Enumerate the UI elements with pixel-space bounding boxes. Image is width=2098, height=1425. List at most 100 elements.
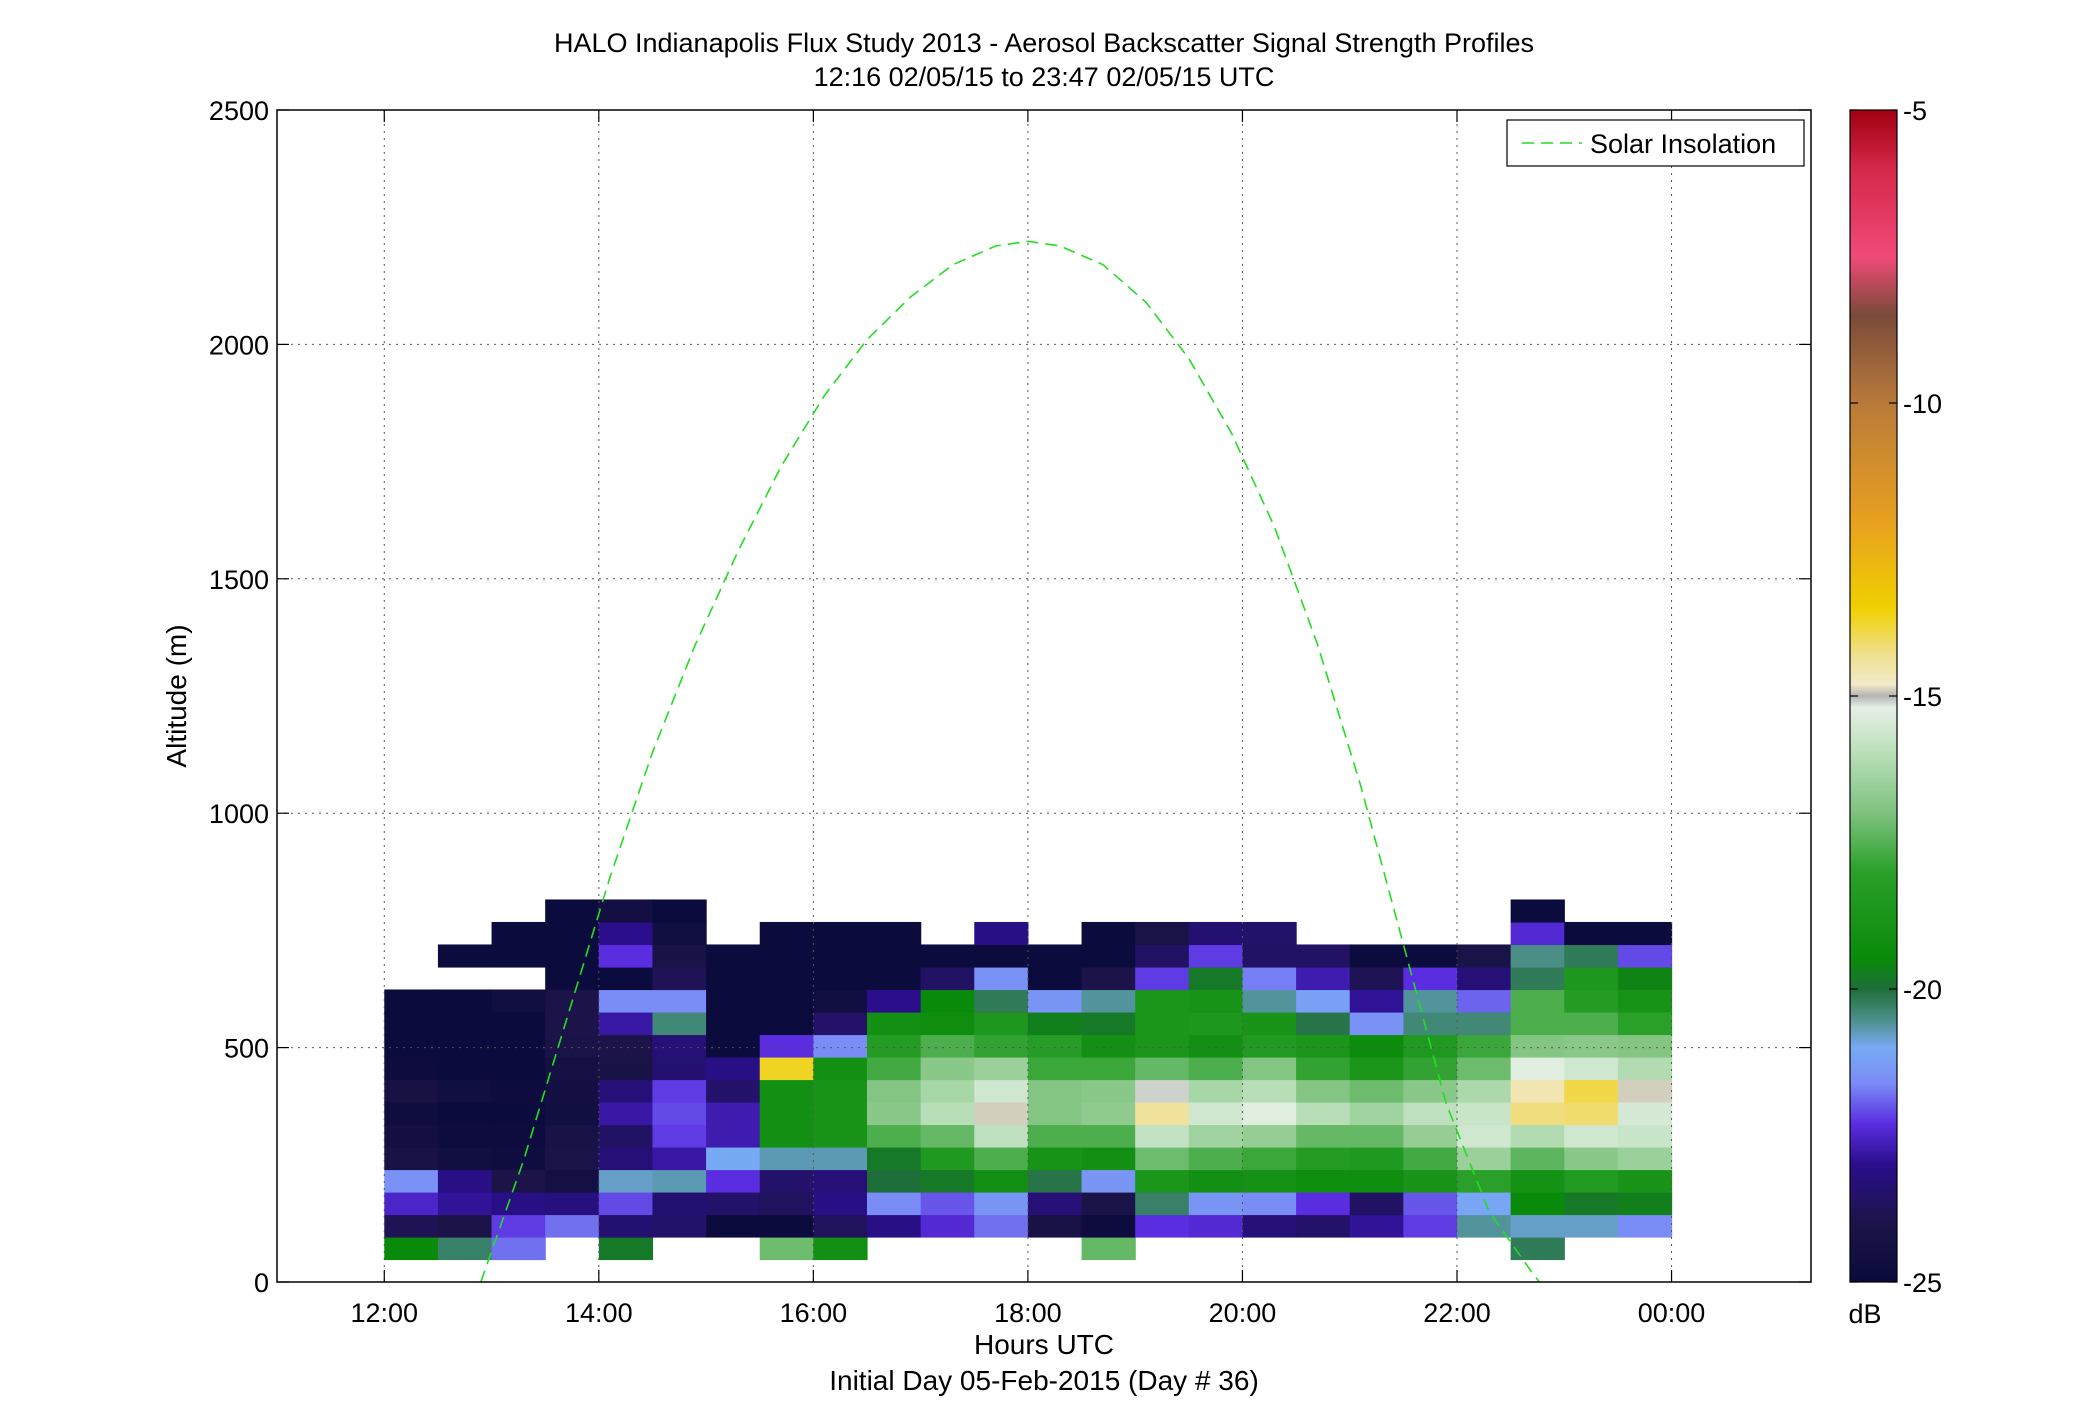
heatmap-cell: [384, 1079, 439, 1103]
heatmap-cell: [598, 1191, 654, 1216]
heatmap-cell: [545, 1214, 600, 1238]
heatmap-cell: [920, 1056, 975, 1081]
heatmap-cell: [1081, 944, 1136, 968]
heatmap-cell: [491, 1034, 546, 1058]
heatmap-cell: [813, 1214, 868, 1238]
heatmap-cell: [867, 921, 922, 946]
heatmap-cell: [1510, 1011, 1565, 1036]
heatmap-cell: [1403, 1169, 1458, 1193]
heatmap-cell: [813, 1011, 868, 1036]
heatmap-cell: [491, 1124, 546, 1148]
heatmap-cell: [1617, 1034, 1673, 1058]
heatmap-cell: [974, 1079, 1029, 1103]
heatmap-cell: [1457, 1011, 1512, 1036]
heatmap-cell: [1027, 1124, 1083, 1148]
heatmap-cell: [384, 1124, 439, 1148]
heatmap-cell: [813, 1079, 868, 1103]
heatmap-cell: [1296, 989, 1351, 1013]
heatmap-cell: [813, 1169, 868, 1193]
heatmap-cell: [598, 1079, 654, 1103]
heatmap-cell: [1081, 921, 1136, 946]
heatmap-cell: [384, 1191, 439, 1216]
heatmap-cell: [920, 1191, 975, 1216]
heatmap-cell: [1617, 989, 1673, 1013]
heatmap-cell: [1564, 1056, 1619, 1081]
heatmap-cell: [1081, 1101, 1136, 1126]
heatmap-cell: [1617, 944, 1673, 968]
colorbar-tick-label: -20: [1903, 975, 1942, 1005]
heatmap-cell: [920, 944, 975, 968]
y-tick-label: 500: [224, 1034, 269, 1064]
heatmap-cell: [813, 1146, 868, 1171]
legend-box: [1506, 119, 1805, 167]
heatmap-cell: [974, 1101, 1029, 1126]
heatmap-cell: [1296, 1169, 1351, 1193]
heatmap-cell: [1296, 1146, 1351, 1171]
heatmap-cell: [706, 1034, 761, 1058]
heatmap-cell: [974, 966, 1029, 991]
heatmap-cell: [1457, 1101, 1512, 1126]
heatmap-cell: [1188, 921, 1244, 946]
heatmap-cell: [1242, 1191, 1297, 1216]
heatmap-cell: [1564, 966, 1619, 991]
heatmap-cell: [1188, 966, 1244, 991]
chart-title: HALO Indianapolis Flux Study 2013 - Aero…: [554, 28, 1534, 58]
heatmap-cell: [974, 1214, 1029, 1238]
heatmap-cell: [1564, 921, 1619, 946]
heatmap-cell: [1188, 989, 1244, 1013]
heatmap-cell: [1403, 944, 1458, 968]
heatmap-cell: [1564, 1214, 1619, 1238]
heatmap-cell: [1296, 944, 1351, 968]
heatmap-cell: [1027, 1079, 1083, 1103]
heatmap-cell: [384, 1214, 439, 1238]
heatmap-cell: [867, 989, 922, 1013]
heatmap-cell: [1296, 1034, 1351, 1058]
heatmap-cell: [1457, 966, 1512, 991]
heatmap-cell: [1564, 1146, 1619, 1171]
heatmap-cell: [1188, 1101, 1244, 1126]
heatmap-cell: [1081, 1034, 1136, 1058]
heatmap-cell: [1403, 1079, 1458, 1103]
heatmap-cell: [491, 1146, 546, 1171]
x-tick-label: 00:00: [1638, 1298, 1706, 1328]
heatmap-cell: [598, 1237, 654, 1261]
heatmap-cell: [1081, 1011, 1136, 1036]
heatmap-cell: [1135, 1214, 1190, 1238]
heatmap-cell: [1510, 1146, 1565, 1171]
heatmap-cell: [1027, 1169, 1083, 1193]
heatmap-cell: [545, 1034, 600, 1058]
heatmap-cell: [1242, 944, 1297, 968]
heatmap-cell: [920, 1214, 975, 1238]
heatmap-cell: [1349, 989, 1404, 1013]
heatmap-cell: [437, 1079, 493, 1103]
heatmap-cell: [1296, 1124, 1351, 1148]
heatmap-cell: [598, 1034, 654, 1058]
heatmap-cell: [1617, 966, 1673, 991]
heatmap-cell: [813, 1101, 868, 1126]
heatmap-cell: [1510, 1214, 1565, 1238]
heatmap-cell: [1403, 1146, 1458, 1171]
heatmap-cell: [1027, 1101, 1083, 1126]
heatmap-cell: [813, 1034, 868, 1058]
heatmap-cell: [974, 1011, 1029, 1036]
heatmap-cell: [652, 1079, 707, 1103]
heatmap-cell: [652, 1056, 707, 1081]
heatmap-cell: [1510, 1191, 1565, 1216]
heatmap-cell: [1296, 1011, 1351, 1036]
heatmap-cell: [1135, 966, 1190, 991]
colorbar-tick-label: -25: [1903, 1268, 1942, 1298]
heatmap-cell: [437, 989, 493, 1013]
heatmap-cell: [1135, 1101, 1190, 1126]
heatmap-cell: [1457, 989, 1512, 1013]
heatmap-cell: [1188, 1011, 1244, 1036]
heatmap-cell: [598, 1146, 654, 1171]
heatmap-cell: [1617, 1101, 1673, 1126]
y-tick-label: 1500: [209, 565, 269, 595]
heatmap-cell: [1457, 1079, 1512, 1103]
heatmap-cell: [1403, 1011, 1458, 1036]
heatmap-cell: [491, 1011, 546, 1036]
heatmap-cell: [1081, 966, 1136, 991]
heatmap-cell: [545, 1056, 600, 1081]
heatmap-cell: [652, 899, 707, 923]
heatmap-cell: [706, 1056, 761, 1081]
